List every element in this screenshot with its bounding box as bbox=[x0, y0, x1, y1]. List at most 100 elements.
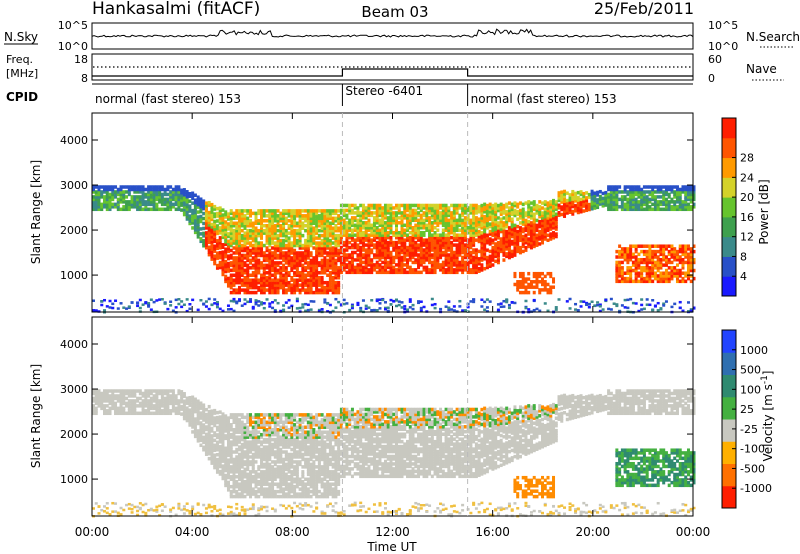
echo-cell bbox=[191, 507, 195, 511]
echo-cell bbox=[317, 288, 321, 292]
echo-cell bbox=[667, 207, 671, 212]
echo-cell bbox=[444, 305, 448, 308]
echo-cell bbox=[328, 246, 332, 250]
echo-cell bbox=[673, 252, 677, 257]
echo-cell bbox=[105, 502, 109, 505]
echo-cell bbox=[237, 236, 241, 240]
cpid-segment-label: Stereo -6401 bbox=[345, 84, 423, 98]
echo-cell bbox=[452, 250, 456, 255]
echo-cell bbox=[642, 260, 646, 265]
echo-cell bbox=[92, 507, 95, 510]
echo-cell bbox=[301, 258, 305, 263]
echo-cell bbox=[342, 233, 346, 237]
echo-cell bbox=[568, 203, 572, 207]
echo-cell bbox=[640, 276, 644, 281]
echo-cell bbox=[221, 228, 225, 232]
echo-cell bbox=[433, 203, 437, 208]
echo-cell bbox=[408, 306, 412, 309]
echo-cell bbox=[436, 208, 440, 213]
echo-cell bbox=[430, 240, 434, 245]
echo-cell bbox=[689, 207, 693, 212]
echo-cell bbox=[408, 211, 412, 215]
echo-cell bbox=[386, 203, 390, 208]
echo-cell bbox=[304, 246, 308, 250]
echo-cell bbox=[221, 272, 225, 277]
echo-cell bbox=[463, 221, 467, 225]
echo-cell bbox=[496, 208, 500, 213]
echo-cell bbox=[367, 270, 371, 275]
echo-cell bbox=[386, 250, 390, 255]
echo-cell bbox=[667, 271, 671, 275]
echo-cell bbox=[640, 187, 644, 192]
echo-cell bbox=[485, 255, 489, 260]
echo-cell bbox=[257, 211, 261, 216]
echo-cell bbox=[477, 257, 481, 261]
echo-cell bbox=[444, 248, 448, 252]
echo-cell bbox=[149, 197, 153, 202]
echo-cell bbox=[348, 265, 352, 270]
echo-cell bbox=[246, 290, 250, 295]
echo-cell bbox=[452, 223, 456, 228]
echo-cell bbox=[243, 226, 247, 230]
echo-cell bbox=[158, 200, 162, 204]
echo-cell bbox=[315, 273, 319, 278]
echo-cell bbox=[226, 239, 230, 244]
echo-cell bbox=[323, 301, 327, 304]
echo-cell bbox=[574, 194, 578, 198]
echo-cell bbox=[204, 236, 208, 240]
echo-cell bbox=[235, 228, 239, 233]
echo-cell bbox=[193, 220, 197, 225]
echo-cell bbox=[138, 202, 142, 207]
echo-cell bbox=[356, 265, 360, 270]
echo-cell bbox=[367, 243, 371, 247]
echo-cell bbox=[463, 255, 467, 260]
echo-cell bbox=[538, 274, 542, 279]
echo-cell bbox=[323, 209, 327, 213]
echo-cell bbox=[546, 282, 550, 287]
noise-trace bbox=[91, 28, 694, 38]
echo-cell bbox=[317, 241, 321, 245]
echo-cell bbox=[563, 209, 567, 214]
echo-cell bbox=[474, 206, 478, 210]
echo-cell bbox=[92, 391, 95, 396]
echo-cell bbox=[395, 298, 399, 301]
echo-cell bbox=[144, 514, 148, 517]
echo-cell bbox=[554, 224, 558, 229]
echo-cell bbox=[370, 243, 374, 247]
echo-cell bbox=[477, 269, 481, 273]
echo-cell bbox=[364, 307, 368, 310]
echo-cell bbox=[425, 248, 429, 252]
echo-cell bbox=[543, 285, 547, 289]
echo-cell bbox=[439, 265, 443, 270]
echo-cell bbox=[461, 208, 465, 213]
echo-cell bbox=[422, 260, 426, 265]
echo-cell bbox=[461, 240, 465, 245]
echo-cell bbox=[618, 266, 622, 270]
echo-cell bbox=[375, 260, 379, 265]
echo-cell bbox=[474, 248, 478, 252]
echo-cell bbox=[215, 253, 219, 258]
echo-cell bbox=[370, 203, 374, 208]
echo-cell bbox=[345, 233, 349, 237]
echo-cell bbox=[237, 241, 241, 245]
echo-cell bbox=[155, 404, 159, 408]
echo-cell bbox=[670, 247, 674, 251]
echo-cell bbox=[315, 236, 319, 240]
echo-cell bbox=[251, 251, 255, 255]
echo-cell bbox=[254, 256, 258, 260]
echo-cell bbox=[339, 228, 343, 232]
echo-cell bbox=[309, 221, 313, 226]
echo-cell bbox=[249, 243, 253, 248]
echo-cell bbox=[662, 247, 666, 251]
echo-cell bbox=[218, 211, 222, 215]
echo-cell bbox=[571, 204, 575, 209]
echo-cell bbox=[419, 223, 423, 228]
echo-cell bbox=[257, 243, 261, 248]
echo-cell bbox=[320, 266, 324, 270]
echo-cell bbox=[301, 306, 305, 309]
echo-cell bbox=[237, 261, 241, 265]
echo-cell bbox=[675, 257, 679, 262]
echo-cell bbox=[251, 233, 255, 238]
echo-cell bbox=[623, 271, 627, 275]
echo-cell bbox=[122, 200, 126, 204]
